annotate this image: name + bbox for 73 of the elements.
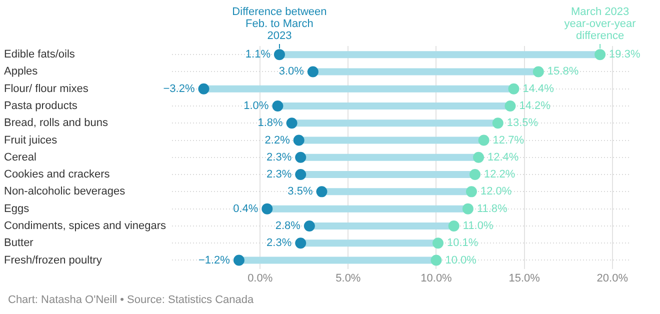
point <box>469 169 480 180</box>
point <box>262 203 273 214</box>
text: Difference between Feb. to March 2023 <box>232 6 327 42</box>
point <box>272 100 284 112</box>
y-tick-label: Eggs <box>4 202 30 215</box>
point <box>504 100 516 112</box>
point <box>295 238 306 249</box>
x-tick-label: 15.0% <box>508 272 540 284</box>
data-label: 2.8% <box>275 220 301 232</box>
data-label: 2.3% <box>266 168 292 181</box>
data-label: 11.0% <box>462 220 494 232</box>
data-label: 2.3% <box>266 151 292 164</box>
data-label: 13.5% <box>506 117 538 130</box>
y-tick-label: Cookies and crackers <box>4 168 110 181</box>
point <box>274 49 285 60</box>
data-label: 12.0% <box>480 186 512 198</box>
data-label: −3.2% <box>163 82 195 95</box>
data-label: 3.0% <box>278 66 304 78</box>
y-tick-label: Bread, rolls and buns <box>4 117 108 130</box>
point <box>295 169 306 180</box>
x-tick-label: 10.0% <box>420 272 452 284</box>
point <box>532 66 544 78</box>
point <box>478 134 490 146</box>
data-label: 19.3% <box>609 48 640 61</box>
point <box>432 238 444 249</box>
data-label: 14.4% <box>522 82 554 95</box>
data-label: 12.2% <box>484 168 516 181</box>
point <box>492 118 504 129</box>
x-tick-label: 20.0% <box>596 272 628 284</box>
point <box>594 49 606 60</box>
text: March 2023 year-over-year difference <box>564 6 636 42</box>
point <box>508 83 520 94</box>
y-tick-label: Edible fats/oils <box>4 48 76 61</box>
data-label: 10.1% <box>447 237 478 250</box>
point <box>286 118 298 129</box>
y-tick-label: Fresh/frozen poultry <box>4 254 102 266</box>
point <box>295 152 306 163</box>
y-tick-label: Cereal <box>4 151 36 164</box>
point <box>233 254 244 266</box>
data-label: 2.2% <box>264 134 290 146</box>
point <box>462 203 474 214</box>
y-tick-label: Apples <box>4 66 38 78</box>
data-label: 12.7% <box>492 134 524 146</box>
text: Chart: Natasha O'Neill • Source: Statistics Canada <box>7 293 255 308</box>
data-label: 3.5% <box>288 186 313 198</box>
y-tick-label: Butter <box>4 237 34 250</box>
point <box>307 66 318 78</box>
data-label: −1.2% <box>198 254 230 266</box>
y-tick-label: Pasta products <box>4 100 78 112</box>
data-label: 1.8% <box>258 117 284 130</box>
y-tick-label: Non-alcoholic beverages <box>4 186 126 198</box>
data-label: 1.1% <box>245 48 271 61</box>
data-label: 14.2% <box>519 100 551 112</box>
y-tick-label: Fruit juices <box>4 134 58 146</box>
y-tick-label: Condiments, spices and vinegars <box>4 220 167 232</box>
data-label: 0.4% <box>233 202 258 215</box>
point <box>430 254 442 266</box>
point <box>293 134 304 146</box>
x-tick-label: 0.0% <box>248 272 273 284</box>
data-label: 12.4% <box>488 151 519 164</box>
point <box>304 220 315 232</box>
point <box>466 186 477 198</box>
data-label: 2.3% <box>266 237 292 250</box>
data-label: 10.0% <box>445 254 477 266</box>
point <box>198 83 210 94</box>
y-tick-label: Flour/ flour mixes <box>4 82 89 95</box>
x-tick-label: 5.0% <box>336 272 361 284</box>
point <box>473 152 484 163</box>
data-label: 11.8% <box>476 202 508 215</box>
data-label: 15.8% <box>547 66 579 78</box>
data-label: 1.0% <box>244 100 269 112</box>
point <box>316 186 328 198</box>
point <box>448 220 460 232</box>
